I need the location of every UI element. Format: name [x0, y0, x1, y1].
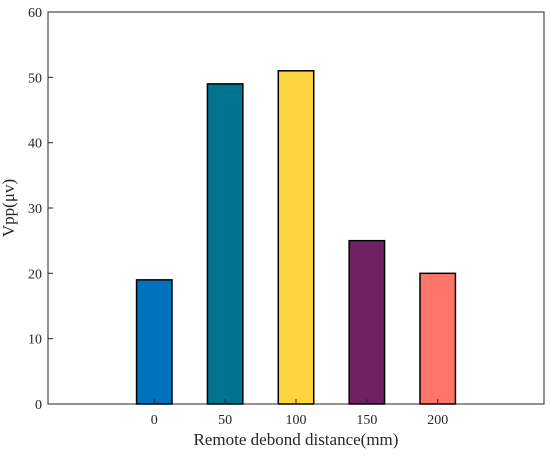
y-tick-label: 10 [28, 333, 42, 348]
x-tick-label: 150 [356, 413, 377, 428]
y-tick-label: 30 [28, 202, 42, 217]
y-tick-label: 60 [28, 6, 42, 21]
bar-50 [206, 83, 244, 405]
y-tick-label: 40 [28, 137, 42, 152]
bar-0 [135, 279, 173, 405]
x-tick-label: 200 [427, 413, 448, 428]
bar-150 [348, 239, 386, 405]
x-axis-label: Remote debond distance(mm) [194, 430, 399, 449]
y-tick-label: 0 [35, 398, 42, 413]
x-tick-label: 50 [218, 413, 232, 428]
bar-200 [419, 272, 457, 405]
bar-100 [277, 70, 315, 405]
x-tick-label: 0 [151, 413, 158, 428]
y-tick-label: 20 [28, 267, 42, 282]
y-axis-label: Vpp(μv) [0, 179, 18, 237]
y-tick-label: 50 [28, 71, 42, 86]
x-tick-label: 100 [286, 413, 307, 428]
